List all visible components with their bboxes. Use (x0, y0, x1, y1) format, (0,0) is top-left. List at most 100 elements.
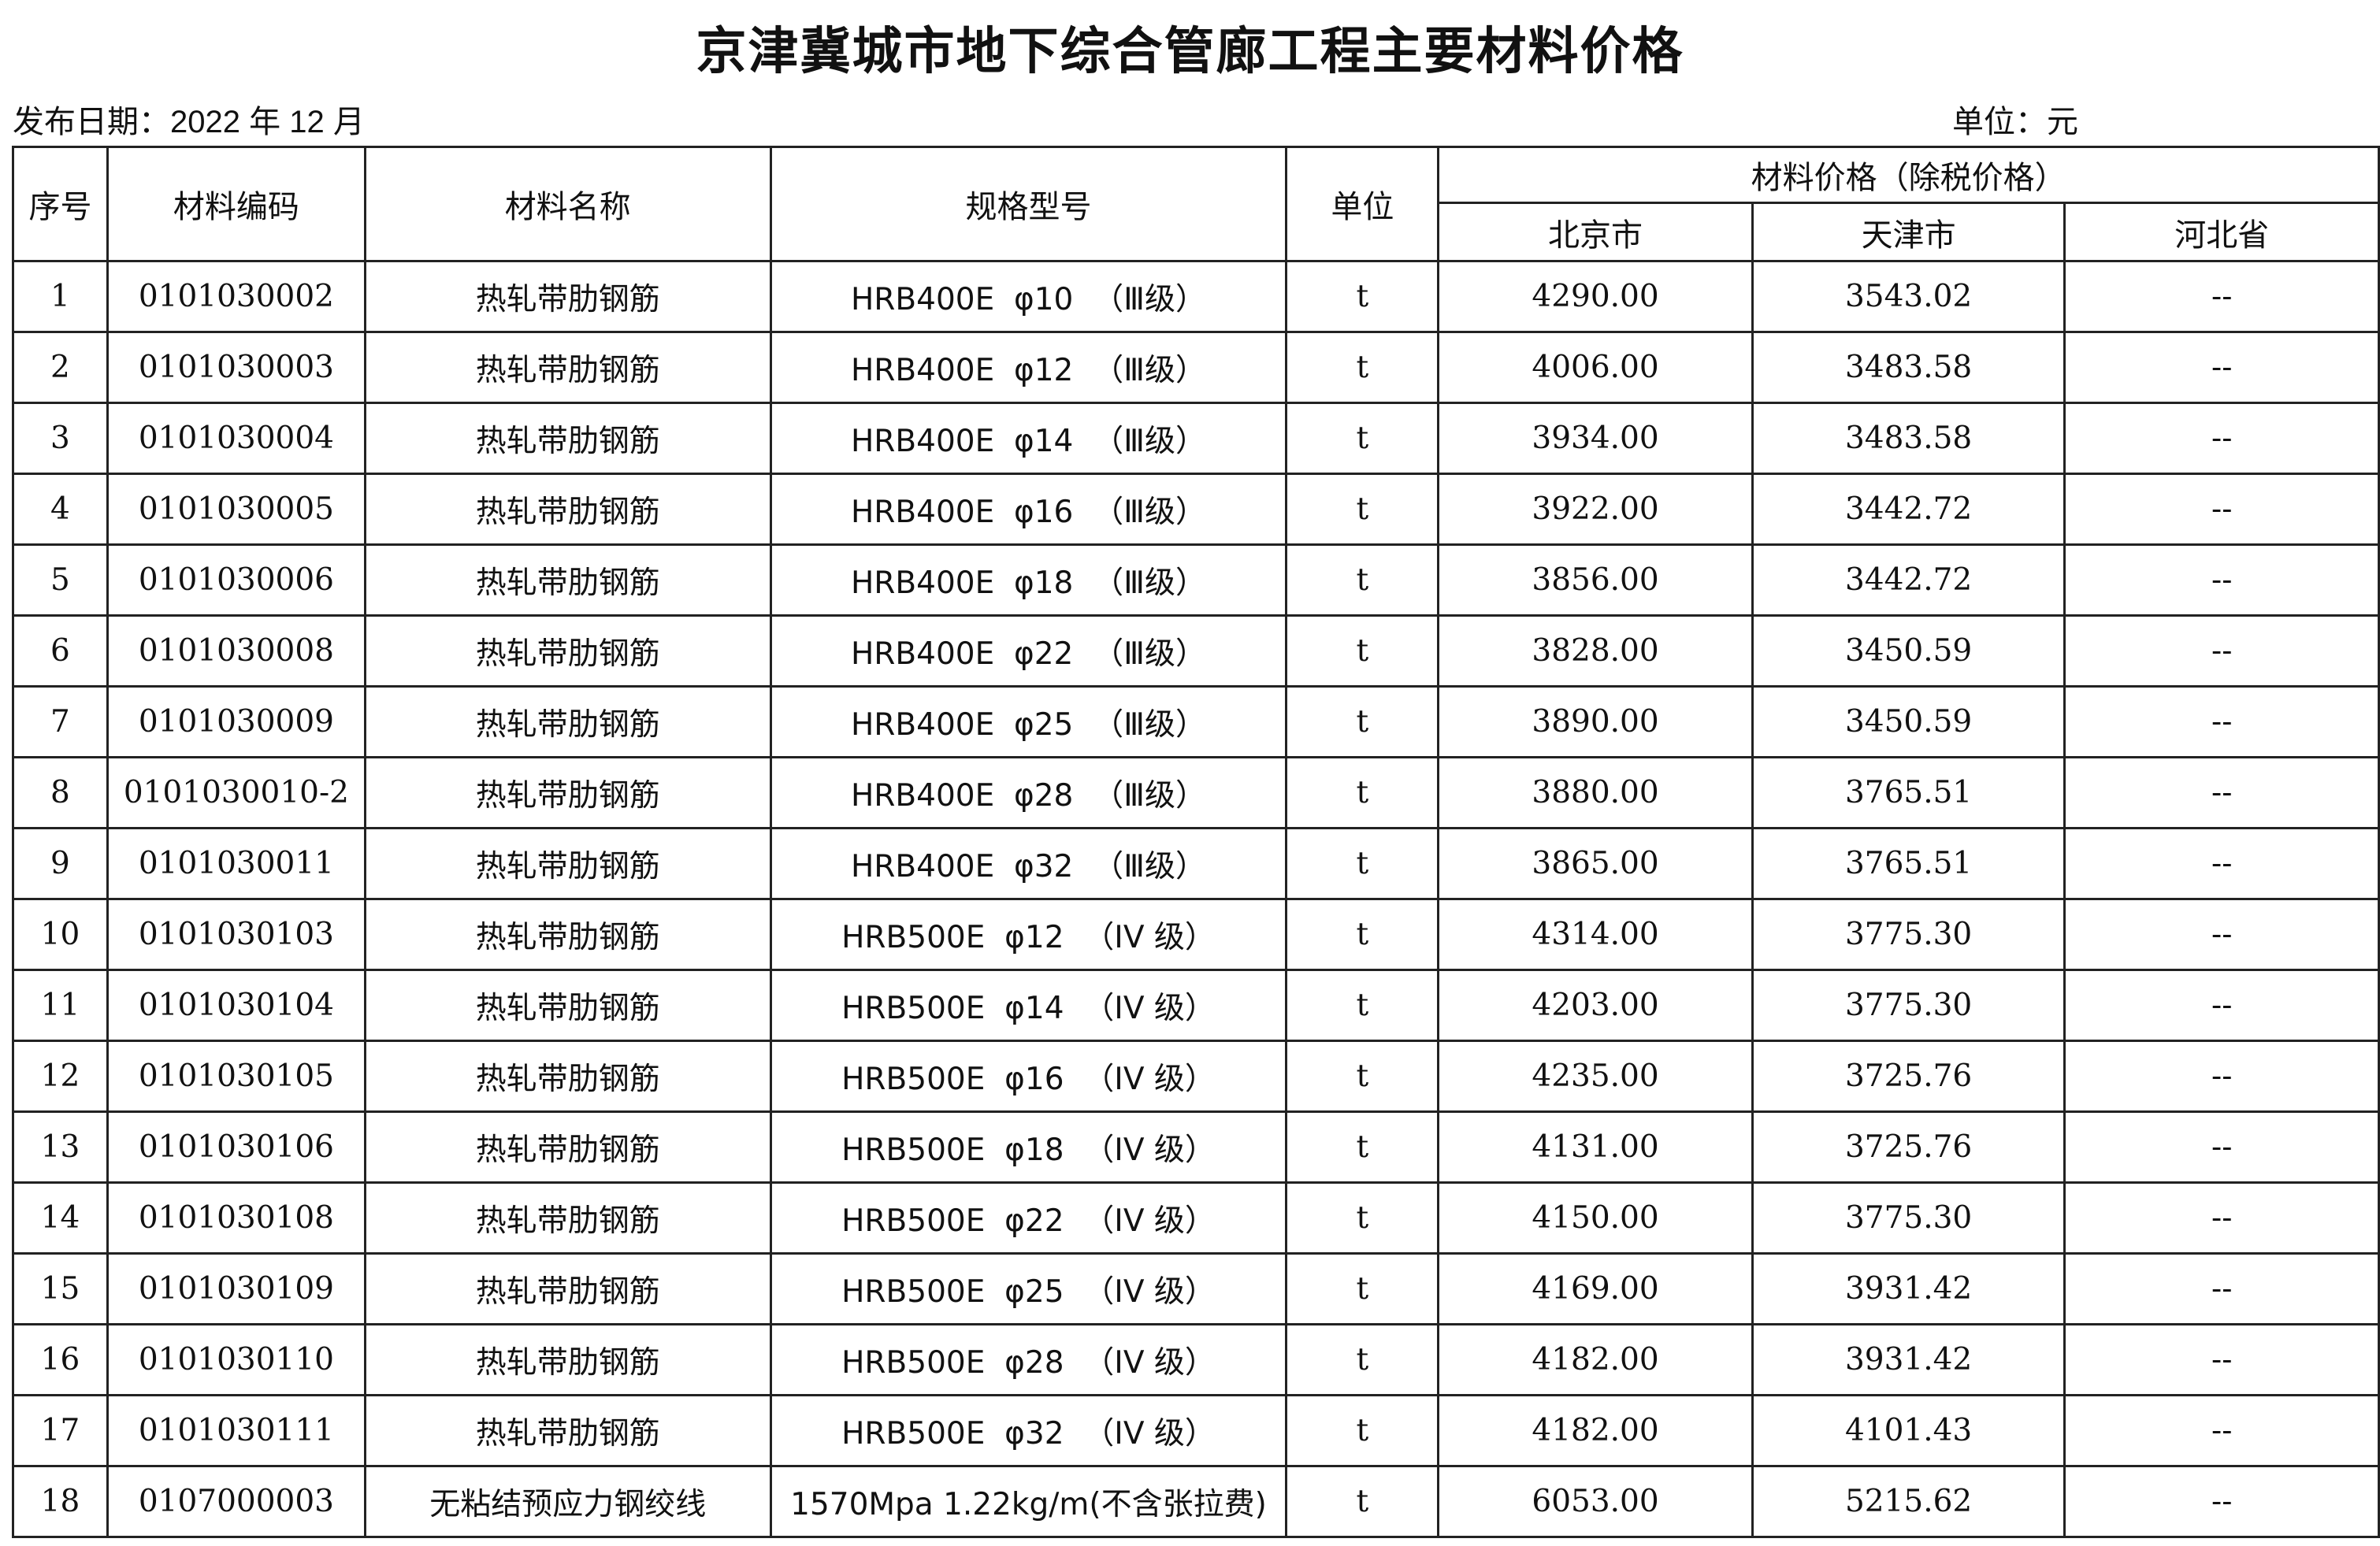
cell-code: 0101030005 (106, 473, 366, 546)
cell-hebei: -- (2063, 969, 2380, 1042)
cell-unit: t (1285, 756, 1440, 829)
cell-seq: 9 (12, 827, 109, 900)
cell-tianjin: 3450.59 (1751, 685, 2066, 758)
table-row: 2 0101030003 热轧带肋钢筋 HRB400E φ12 （Ⅲ级） t 4006.0… (12, 331, 2380, 404)
cell-tianjin: 3765.51 (1751, 756, 2066, 829)
cell-seq: 7 (12, 685, 109, 758)
cell-spec: HRB400E φ12 （Ⅲ级） (769, 331, 1288, 404)
table-row: 13 0101030106 热轧带肋钢筋 HRB500E φ18 （IV 级） t 413… (12, 1110, 2380, 1184)
cell-seq: 4 (12, 473, 109, 546)
cell-code: 0101030003 (106, 331, 366, 404)
cell-beijing: 4290.00 (1437, 260, 1754, 333)
cell-hebei: -- (2063, 260, 2380, 333)
cell-code: 0101030108 (106, 1181, 366, 1255)
cell-hebei: -- (2063, 1040, 2380, 1113)
header-price-group: 材料价格（除税价格） (1437, 146, 2380, 204)
table-row: 10 0101030103 热轧带肋钢筋 HRB500E φ12 （IV 级） t 431… (12, 898, 2380, 971)
cell-seq: 5 (12, 543, 109, 617)
cell-code: 0101030009 (106, 685, 366, 758)
cell-tianjin: 5215.62 (1751, 1465, 2066, 1538)
cell-seq: 16 (12, 1323, 109, 1396)
cell-hebei: -- (2063, 331, 2380, 404)
cell-hebei: -- (2063, 1110, 2380, 1184)
cell-unit: t (1285, 260, 1440, 333)
cell-tianjin: 3775.30 (1751, 898, 2066, 971)
cell-beijing: 6053.00 (1437, 1465, 1754, 1538)
header-seq: 序号 (12, 146, 109, 262)
cell-seq: 14 (12, 1181, 109, 1255)
table-row: 9 0101030011 热轧带肋钢筋 HRB400E φ32 （Ⅲ级） t 3865.0… (12, 827, 2380, 900)
table-row: 17 0101030111 热轧带肋钢筋 HRB500E φ32 （IV 级） t 418… (12, 1394, 2380, 1467)
cell-spec: HRB400E φ10 （Ⅲ级） (769, 260, 1288, 333)
cell-beijing: 4314.00 (1437, 898, 1754, 971)
header-tianjin: 天津市 (1751, 202, 2066, 262)
cell-beijing: 4182.00 (1437, 1394, 1754, 1467)
cell-tianjin: 3775.30 (1751, 1181, 2066, 1255)
cell-seq: 1 (12, 260, 109, 333)
cell-unit: t (1285, 1110, 1440, 1184)
cell-tianjin: 3725.76 (1751, 1110, 2066, 1184)
cell-tianjin: 3483.58 (1751, 331, 2066, 404)
cell-hebei: -- (2063, 473, 2380, 546)
cell-beijing: 3922.00 (1437, 473, 1754, 546)
table-row: 11 0101030104 热轧带肋钢筋 HRB500E φ14 （IV 级） t 420… (12, 969, 2380, 1042)
cell-beijing: 4203.00 (1437, 969, 1754, 1042)
cell-name: 热轧带肋钢筋 (363, 1252, 772, 1325)
cell-beijing: 4006.00 (1437, 331, 1754, 404)
cell-tianjin: 3442.72 (1751, 543, 2066, 617)
cell-unit: t (1285, 1252, 1440, 1325)
cell-hebei: -- (2063, 827, 2380, 900)
cell-beijing: 4131.00 (1437, 1110, 1754, 1184)
cell-spec: HRB400E φ25 （Ⅲ级） (769, 685, 1288, 758)
cell-unit: t (1285, 1323, 1440, 1396)
cell-spec: HRB400E φ28 （Ⅲ级） (769, 756, 1288, 829)
cell-seq: 8 (12, 756, 109, 829)
cell-seq: 3 (12, 402, 109, 475)
cell-name: 无粘结预应力钢绞线 (363, 1465, 772, 1538)
cell-spec: 1570Mpa 1.22kg/m(不含张拉费) (769, 1465, 1288, 1538)
cell-tianjin: 3725.76 (1751, 1040, 2066, 1113)
cell-name: 热轧带肋钢筋 (363, 543, 772, 617)
cell-unit: t (1285, 827, 1440, 900)
header-unit: 单位 (1285, 146, 1440, 262)
cell-name: 热轧带肋钢筋 (363, 473, 772, 546)
table-row: 15 0101030109 热轧带肋钢筋 HRB500E φ25 （IV 级） t 416… (12, 1252, 2380, 1325)
cell-hebei: -- (2063, 756, 2380, 829)
cell-beijing: 4169.00 (1437, 1252, 1754, 1325)
cell-code: 0107000003 (106, 1465, 366, 1538)
cell-tianjin: 4101.43 (1751, 1394, 2066, 1467)
cell-beijing: 4235.00 (1437, 1040, 1754, 1113)
header-spec: 规格型号 (769, 146, 1288, 262)
table-row: 6 0101030008 热轧带肋钢筋 HRB400E φ22 （Ⅲ级） t 3828.0… (12, 614, 2380, 688)
cell-seq: 17 (12, 1394, 109, 1467)
cell-seq: 10 (12, 898, 109, 971)
cell-unit: t (1285, 969, 1440, 1042)
table-row: 12 0101030105 热轧带肋钢筋 HRB500E φ16 （IV 级） t 423… (12, 1040, 2380, 1113)
cell-spec: HRB500E φ28 （IV 级） (769, 1323, 1288, 1396)
cell-name: 热轧带肋钢筋 (363, 685, 772, 758)
cell-code: 0101030006 (106, 543, 366, 617)
cell-tianjin: 3765.51 (1751, 827, 2066, 900)
header-beijing: 北京市 (1437, 202, 1754, 262)
cell-name: 热轧带肋钢筋 (363, 1040, 772, 1113)
cell-name: 热轧带肋钢筋 (363, 1394, 772, 1467)
cell-unit: t (1285, 543, 1440, 617)
cell-tianjin: 3543.02 (1751, 260, 2066, 333)
cell-code: 0101030110 (106, 1323, 366, 1396)
price-table: 序号 材料编码 材料名称 规格型号 单位 材料价格（除税价格） 北京市 天津市 … (12, 146, 2380, 1538)
table-row: 18 0107000003 无粘结预应力钢绞线 1570Mpa 1.22kg/m(不含… (12, 1465, 2380, 1538)
cell-beijing: 3828.00 (1437, 614, 1754, 688)
table-row: 1 0101030002 热轧带肋钢筋 HRB400E φ10 （Ⅲ级） t 4290.0… (12, 260, 2380, 333)
cell-spec: HRB500E φ16 （IV 级） (769, 1040, 1288, 1113)
cell-spec: HRB500E φ18 （IV 级） (769, 1110, 1288, 1184)
cell-tianjin: 3450.59 (1751, 614, 2066, 688)
table-row: 14 0101030108 热轧带肋钢筋 HRB500E φ22 （IV 级） t 415… (12, 1181, 2380, 1255)
table-row: 3 0101030004 热轧带肋钢筋 HRB400E φ14 （Ⅲ级） t 3934.0… (12, 402, 2380, 475)
cell-hebei: -- (2063, 402, 2380, 475)
cell-name: 热轧带肋钢筋 (363, 1323, 772, 1396)
cell-name: 热轧带肋钢筋 (363, 898, 772, 971)
cell-seq: 15 (12, 1252, 109, 1325)
header-code: 材料编码 (106, 146, 366, 262)
cell-code: 0101030109 (106, 1252, 366, 1325)
cell-code: 0101030106 (106, 1110, 366, 1184)
